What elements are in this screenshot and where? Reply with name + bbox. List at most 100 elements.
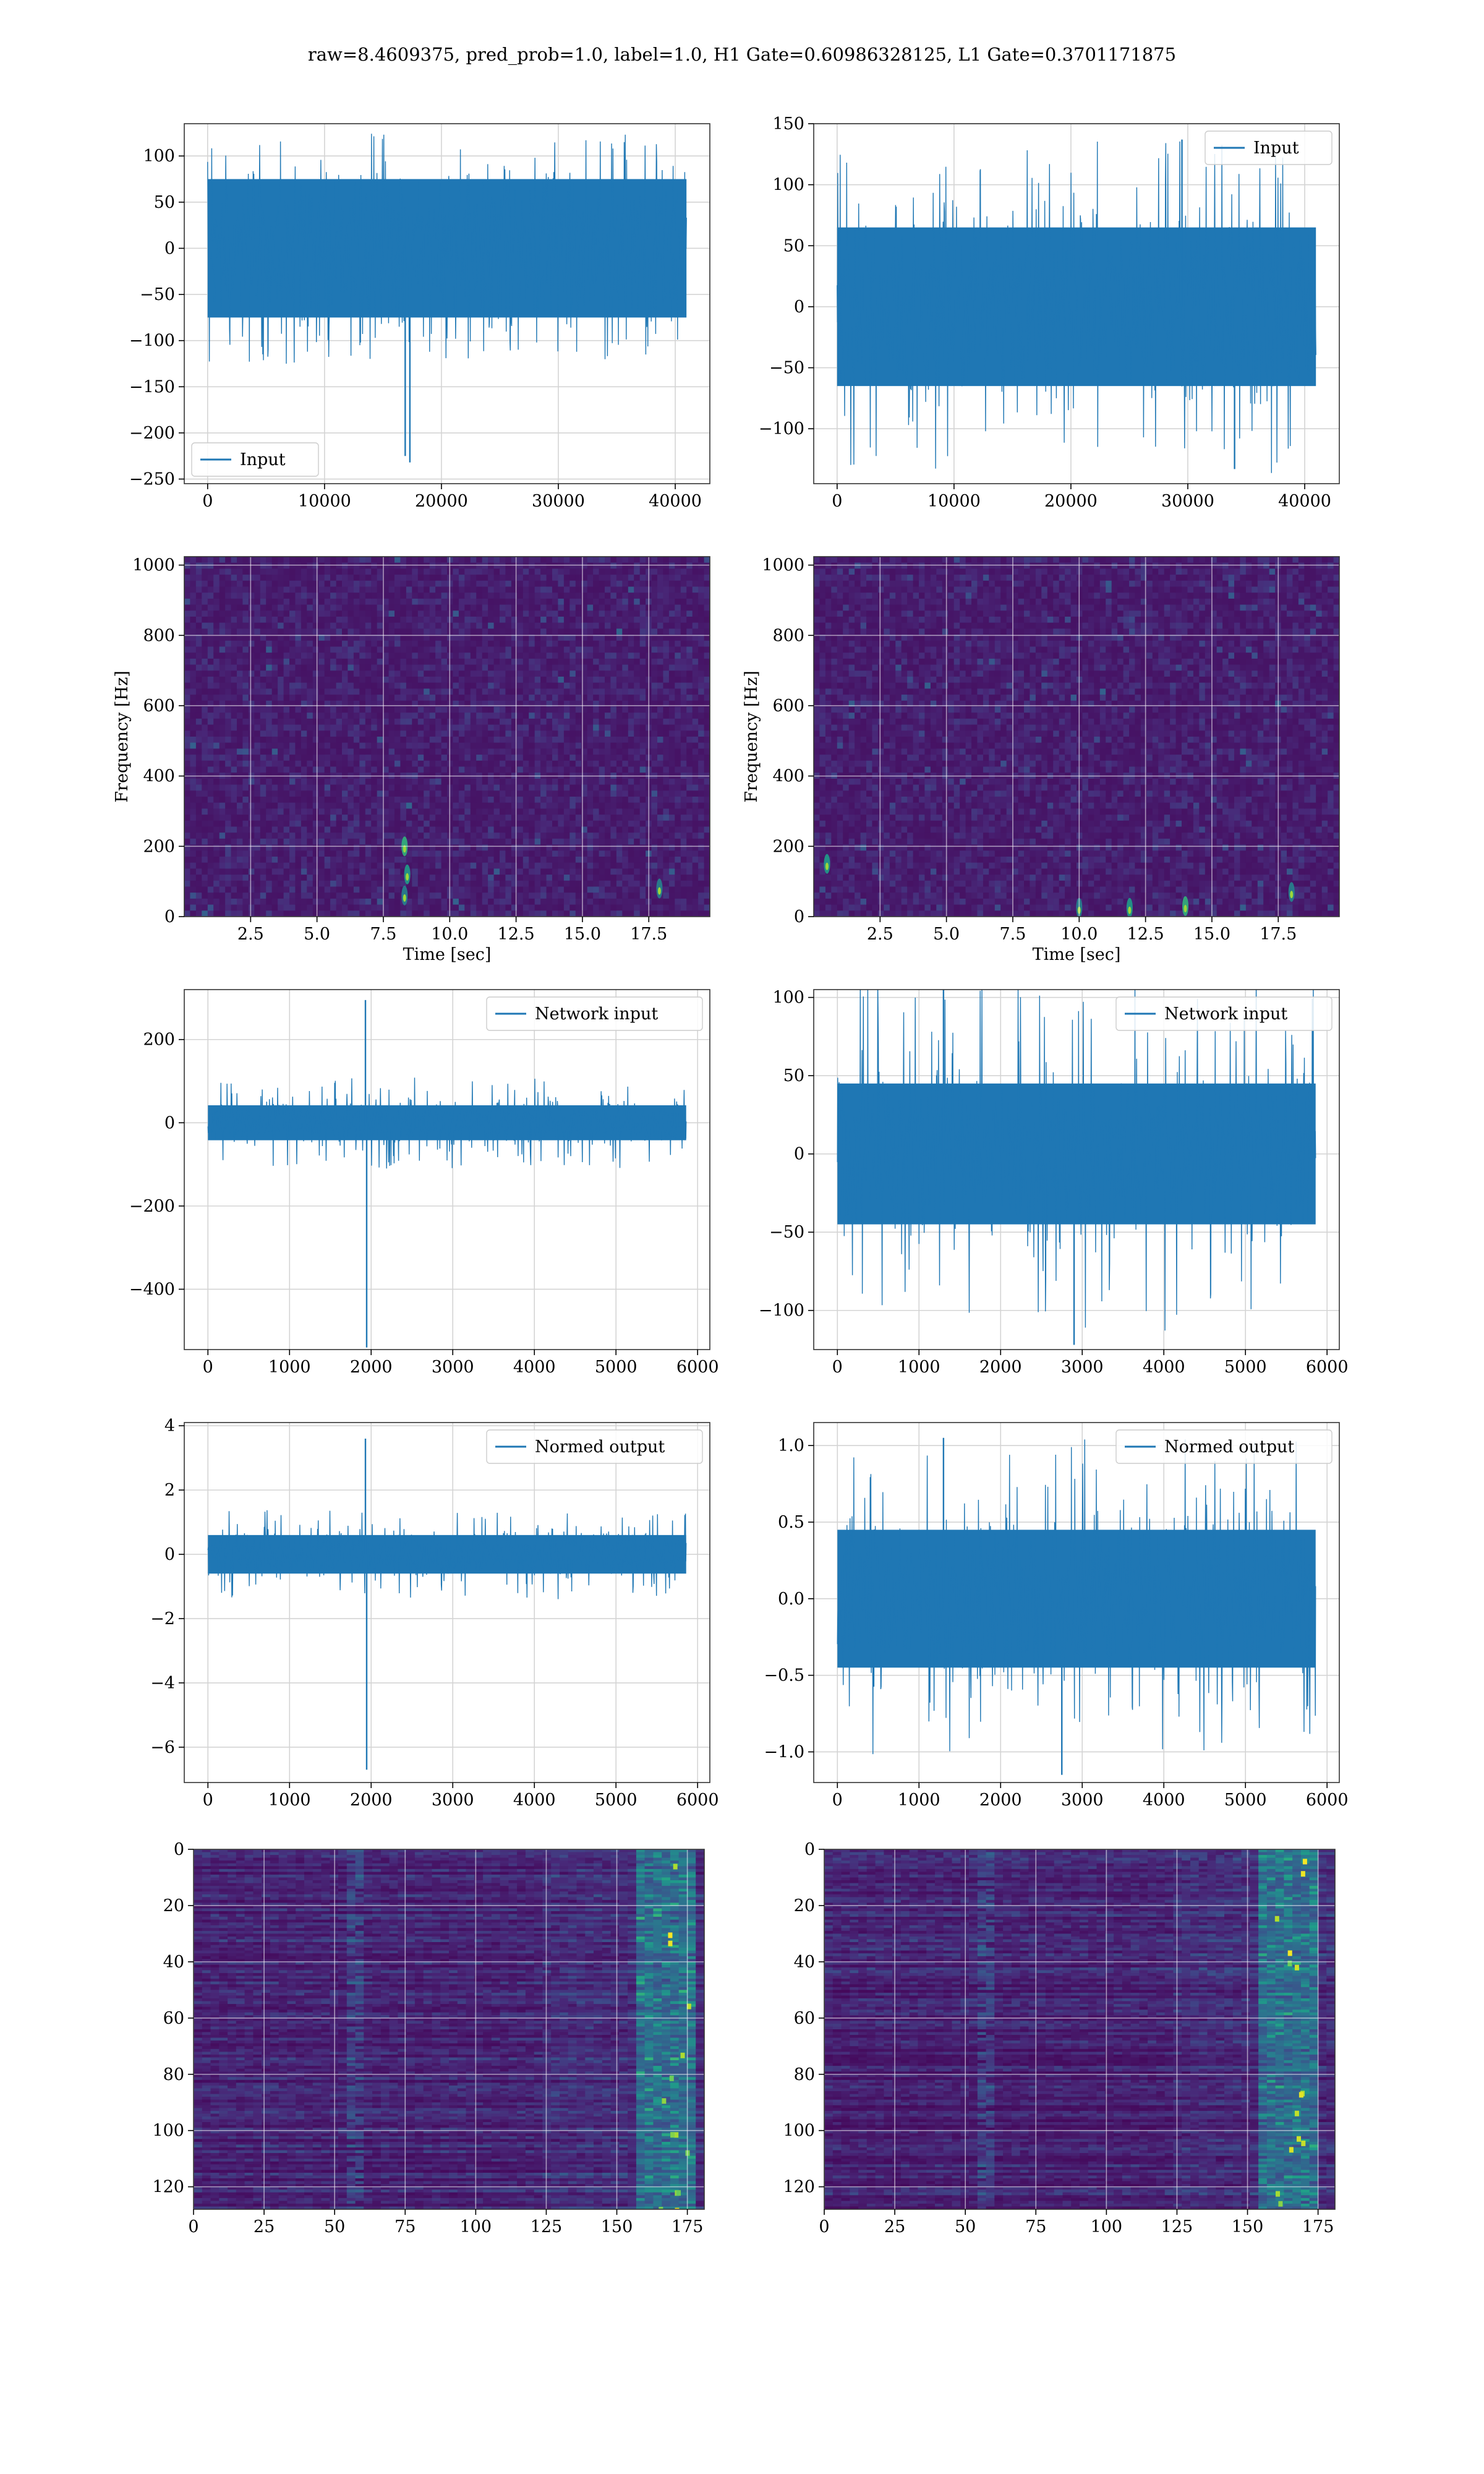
chart-h1-network-input: 0 1000 2000 3000 4000 5000 6000 −400 −200 0 200 Net… xyxy=(129,989,719,1377)
legend: Input xyxy=(1205,131,1333,165)
y-tick-label: 0 xyxy=(174,1840,184,1859)
y-tick-label: 60 xyxy=(794,2009,815,2028)
y-tick-label: 0.0 xyxy=(778,1590,804,1609)
legend-label: Normed output xyxy=(1164,1437,1294,1457)
x-tick-label: 3000 xyxy=(1061,1358,1104,1377)
y-tick-label: −100 xyxy=(129,332,175,351)
feature-hotspot xyxy=(686,2003,691,2010)
y-tick-label: 0 xyxy=(164,1545,175,1564)
legend-box xyxy=(1115,1429,1333,1464)
legend-label: Input xyxy=(1253,139,1299,158)
chart-h1-normed-output: 0 1000 2000 3000 4000 5000 6000 −6 −4 −2 0 2 4 Normed… xyxy=(150,1416,719,1810)
x-tick-label: 40000 xyxy=(649,492,702,511)
y-tick-label: −0.5 xyxy=(764,1666,804,1685)
y-tick-label: 400 xyxy=(772,767,804,786)
x-tick-label: 1000 xyxy=(898,1791,940,1810)
axes-frame xyxy=(813,1422,1340,1783)
feature-hotspot xyxy=(670,2132,675,2138)
x-tick-label: 12.5 xyxy=(498,925,535,944)
feature-hotspot xyxy=(1294,1964,1299,1971)
x-tick-label: 4000 xyxy=(513,1358,556,1377)
y-tick-label: 1000 xyxy=(132,556,175,575)
legend-box xyxy=(1205,131,1333,165)
series-path xyxy=(207,134,687,364)
legend-label: Network input xyxy=(535,1004,658,1024)
x-tick-label: 15.0 xyxy=(564,925,601,944)
x-tick-label: 3000 xyxy=(1061,1791,1104,1810)
axes-frame xyxy=(813,556,1340,917)
y-tick-label: −4 xyxy=(150,1674,175,1693)
x-tick-label: 5.0 xyxy=(304,925,330,944)
feature-hotspot xyxy=(1287,1961,1292,1967)
x-tick-label: 1000 xyxy=(898,1358,940,1377)
series-line-input xyxy=(837,139,1316,473)
x-tick-label: 2000 xyxy=(350,1791,393,1810)
y-tick-label: 80 xyxy=(794,2065,815,2084)
feature-hotspot xyxy=(1300,1871,1305,1877)
y-tick-label: 100 xyxy=(143,147,175,166)
x-tick-label: 4000 xyxy=(1143,1358,1185,1377)
chart-h1-spectrogram: 2.5 5.0 7.5 10.0 12.5 15.0 17.5 0 200 400 600 800 10… xyxy=(113,556,710,964)
feature-hotspot xyxy=(1294,2110,1299,2117)
y-tick-label: 800 xyxy=(772,626,804,645)
heatmap-image xyxy=(184,557,710,917)
y-tick-label: 50 xyxy=(154,193,175,212)
x-tick-label: 1000 xyxy=(268,1358,311,1377)
x-tick-label: 5000 xyxy=(595,1358,638,1377)
series-line-network-input xyxy=(837,990,1316,1345)
legend-label: Network input xyxy=(1164,1004,1287,1024)
x-tick-label: 30000 xyxy=(532,492,585,511)
x-tick-label: 10000 xyxy=(927,492,981,511)
x-tick-label: 2000 xyxy=(979,1791,1022,1810)
series-path xyxy=(207,1077,687,1169)
legend: Network input xyxy=(486,996,703,1031)
x-tick-label: 0 xyxy=(832,1791,843,1810)
feature-hotspot xyxy=(1289,2147,1294,2153)
axes-frame xyxy=(813,123,1340,484)
legend: Normed output xyxy=(486,1429,703,1464)
y-tick-label: 0 xyxy=(794,297,804,317)
chart-h1-input: 0 10000 20000 30000 40000 −250 −200 −150 −100 −50… xyxy=(129,123,710,511)
y-tick-label: −250 xyxy=(129,470,175,489)
y-tick-label: 400 xyxy=(143,767,175,786)
y-tick-label: −200 xyxy=(129,1197,175,1216)
y-tick-label: 0 xyxy=(164,907,175,927)
x-tick-label: 2000 xyxy=(350,1358,393,1377)
y-tick-label: 100 xyxy=(772,176,804,195)
y-tick-label: 120 xyxy=(783,2178,815,2197)
heatmap-image xyxy=(814,557,1339,917)
heatmap-image xyxy=(194,1849,704,2209)
feature-hotspot xyxy=(662,2098,667,2104)
x-tick-label: 4000 xyxy=(1143,1791,1185,1810)
y-tick-label: −100 xyxy=(759,1301,804,1320)
feature-hotspot xyxy=(1274,1915,1279,1922)
legend-box xyxy=(486,996,703,1031)
x-tick-label: 10000 xyxy=(298,492,351,511)
feature-hotspot xyxy=(680,2052,685,2058)
feature-hotspot xyxy=(676,2190,681,2196)
chart-h1-feature-map: 0 25 50 75 100 125 150 175 0 20 40 60 80 100 120 xyxy=(152,1840,705,2236)
y-tick-label: 200 xyxy=(143,1030,175,1050)
feature-hotspot xyxy=(668,1940,673,1946)
chart-l1-feature-map: 0 25 50 75 100 125 150 175 0 20 40 60 80 100 120 xyxy=(783,1840,1336,2236)
y-tick-label: 40 xyxy=(163,1953,184,1972)
feature-hotspot xyxy=(674,2132,679,2138)
x-tick-label: 2.5 xyxy=(867,925,893,944)
x-axis-label: Time [sec] xyxy=(403,945,492,964)
x-tick-label: 5000 xyxy=(1224,1358,1267,1377)
x-tick-label: 5000 xyxy=(1224,1791,1267,1810)
y-tick-label: 80 xyxy=(163,2065,184,2084)
y-tick-label: −6 xyxy=(150,1738,175,1757)
x-tick-label: 20000 xyxy=(415,492,468,511)
x-tick-label: 0 xyxy=(203,1791,213,1810)
x-axis-label: Time [sec] xyxy=(1033,945,1121,964)
x-tick-label: 175 xyxy=(672,2217,704,2236)
y-tick-label: 0 xyxy=(794,907,804,927)
x-tick-label: 0 xyxy=(832,1358,843,1377)
series-line-input xyxy=(207,134,687,463)
x-tick-label: 25 xyxy=(254,2217,275,2236)
axes-frame xyxy=(184,989,710,1350)
feature-hotspot xyxy=(673,1864,678,1870)
y-tick-label: −50 xyxy=(140,285,175,304)
